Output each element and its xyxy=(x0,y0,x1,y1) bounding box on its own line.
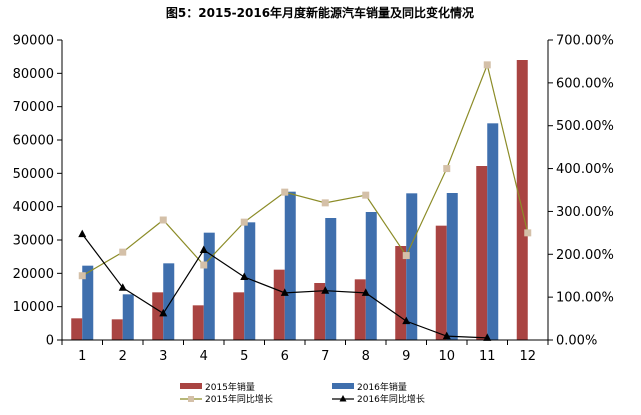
left-tick-label: 90000 xyxy=(13,34,54,49)
bar-2016年销量-9 xyxy=(406,193,418,340)
line-series-group xyxy=(78,61,532,341)
bar-2015年销量-8 xyxy=(354,279,366,340)
legend-swatch-2015年销量 xyxy=(180,383,202,389)
point-2016年同比增长-10 xyxy=(442,331,451,340)
point-2016年同比增长-6 xyxy=(280,288,289,296)
bar-series-group xyxy=(71,60,528,340)
bar-2015年销量-12 xyxy=(516,60,528,340)
left-tick-label: 80000 xyxy=(13,67,54,82)
bar-2016年销量-4 xyxy=(203,232,215,340)
point-2015年同比增长-7 xyxy=(321,199,329,207)
bar-2015年销量-9 xyxy=(395,246,407,340)
bar-2016年销量-5 xyxy=(244,222,256,340)
left-tick-label: 0 xyxy=(46,334,54,349)
point-2015年同比增长-9 xyxy=(402,252,410,260)
point-2016年同比增长-1 xyxy=(78,229,87,238)
axes: 0 10000 20000 30000 40000 50000 60000 70000 8000… xyxy=(13,34,614,365)
line-2015年同比增长 xyxy=(81,62,529,277)
point-2016年同比增长-7 xyxy=(321,286,330,294)
legend-label-2016年销量: 2016年销量 xyxy=(357,381,407,393)
right-tick-label: 400.00% xyxy=(556,162,614,177)
chart-title: 图5：2015-2016年月度新能源汽车销量及同比变化情况 xyxy=(166,5,474,20)
x-tick-label: 7 xyxy=(321,349,329,364)
x-tick-label: 3 xyxy=(159,349,167,364)
bar-2015年销量-4 xyxy=(192,305,204,340)
right-tick-label: 100.00% xyxy=(556,291,614,306)
point-2015年同比增长-3 xyxy=(159,216,167,224)
x-tick-label: 10 xyxy=(438,349,455,364)
bar-2016年销量-8 xyxy=(365,212,377,340)
x-tick-label: 5 xyxy=(240,349,248,364)
bar-2016年销量-6 xyxy=(284,191,296,340)
left-tick-label: 30000 xyxy=(13,234,54,249)
right-tick-label: 700.00% xyxy=(556,34,614,49)
bar-2015年销量-7 xyxy=(314,283,326,340)
x-tick-label: 8 xyxy=(362,349,370,364)
legend-label-2016年同比增长: 2016年同比增长 xyxy=(357,393,425,405)
bar-2016年销量-10 xyxy=(446,193,458,340)
legend-label-2015年同比增长: 2015年同比增长 xyxy=(205,393,273,405)
legend: 2015年销量 2016年销量 2015年同比增长 2016年同比增长 xyxy=(180,381,425,405)
point-2015年同比增长-5 xyxy=(240,218,248,226)
bar-2016年销量-2 xyxy=(122,294,134,340)
point-2015年同比增长-12 xyxy=(524,229,532,237)
bar-2016年销量-3 xyxy=(163,263,175,340)
point-2016年同比增长-9 xyxy=(402,316,411,325)
legend-swatch-2016年销量 xyxy=(332,383,354,389)
left-tick-label: 20000 xyxy=(13,267,54,282)
legend-marker-2015年同比增长 xyxy=(188,396,194,402)
x-tick-label: 12 xyxy=(519,349,536,364)
point-2015年同比增长-1 xyxy=(78,272,86,280)
point-2015年同比增长-11 xyxy=(483,61,491,69)
x-tick-label: 4 xyxy=(200,349,208,364)
bar-2016年销量-7 xyxy=(325,218,337,340)
right-tick-label: 500.00% xyxy=(556,119,614,134)
bar-2016年销量-1 xyxy=(82,265,94,340)
bar-2015年销量-5 xyxy=(233,292,245,340)
left-tick-label: 40000 xyxy=(13,200,54,215)
point-2016年同比增长-11 xyxy=(483,333,492,341)
left-tick-label: 50000 xyxy=(13,167,54,182)
x-tick-label: 2 xyxy=(119,349,127,364)
point-2015年同比增长-8 xyxy=(362,191,370,199)
left-tick-label: 70000 xyxy=(13,100,54,115)
left-tick-label: 10000 xyxy=(13,300,54,315)
bar-2016年销量-11 xyxy=(487,123,499,340)
point-2015年同比增长-6 xyxy=(281,188,289,196)
legend-label-2015年销量: 2015年销量 xyxy=(205,381,255,393)
point-2016年同比增长-5 xyxy=(240,272,249,280)
point-2016年同比增长-4 xyxy=(199,245,208,253)
point-2016年同比增长-2 xyxy=(118,283,127,291)
bar-2015年销量-2 xyxy=(111,319,123,340)
x-tick-label: 11 xyxy=(479,349,496,364)
point-2016年同比增长-3 xyxy=(159,308,168,317)
legend-marker-2016年同比增长 xyxy=(339,395,347,402)
point-2015年同比增长-4 xyxy=(200,261,208,269)
x-tick-label: 9 xyxy=(402,349,410,364)
x-tick-label: 1 xyxy=(78,349,86,364)
bar-2015年销量-6 xyxy=(273,269,285,340)
x-tick-label: 6 xyxy=(281,349,289,364)
bar-2015年销量-10 xyxy=(435,225,447,340)
right-tick-label: 600.00% xyxy=(556,76,614,91)
bar-2015年销量-11 xyxy=(476,166,488,340)
right-tick-label: 0.00% xyxy=(556,334,597,349)
bar-2015年销量-1 xyxy=(71,318,83,340)
point-2015年同比增长-2 xyxy=(119,248,127,256)
right-tick-label: 300.00% xyxy=(556,205,614,220)
right-tick-label: 200.00% xyxy=(556,248,614,263)
point-2015年同比增长-10 xyxy=(443,165,451,173)
bar-2015年销量-3 xyxy=(152,292,164,340)
left-tick-label: 60000 xyxy=(13,134,54,149)
point-2016年同比增长-8 xyxy=(361,288,370,296)
